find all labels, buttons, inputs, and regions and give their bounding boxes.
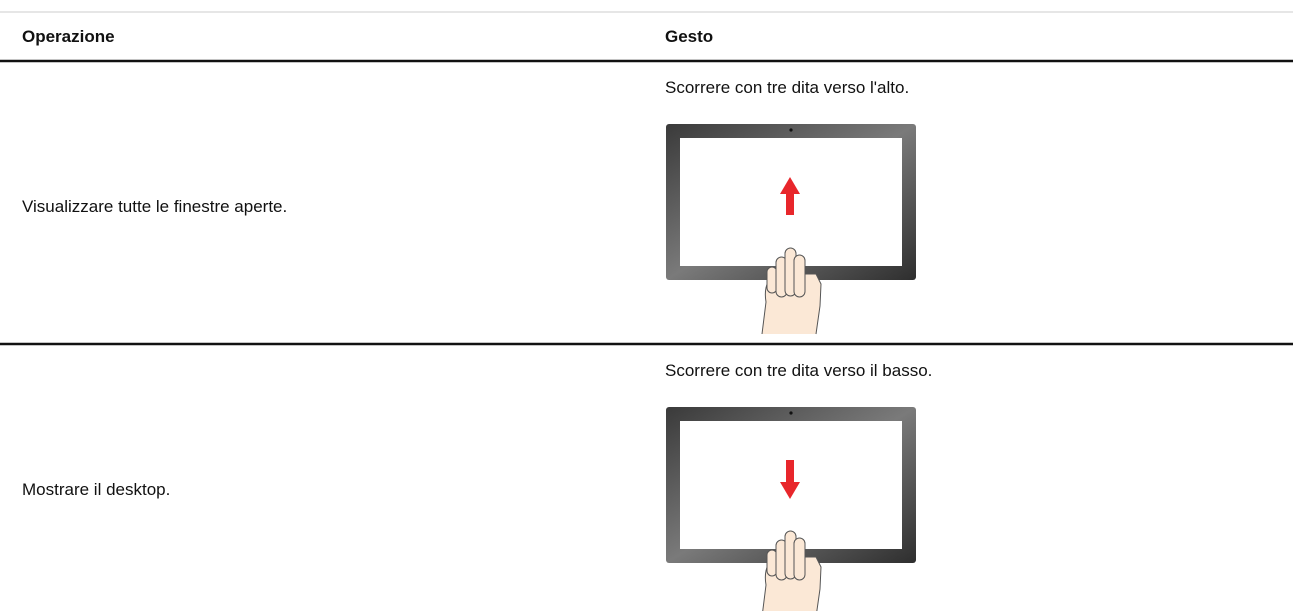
cell: Scorrere con tre dita verso il basso.: [665, 361, 933, 380]
cell: Visualizzare tutte le finestre aperte.: [22, 197, 288, 216]
arrow-down: [780, 460, 800, 499]
arrow-up: [780, 177, 800, 215]
gesture-image: [665, 123, 917, 335]
cell: Scorrere con tre dita verso l'alto.: [665, 78, 910, 97]
header-cell: Gesto: [665, 27, 714, 46]
cell: Mostrare il desktop.: [22, 480, 171, 499]
header-cell: Operazione: [22, 27, 115, 46]
gesture-image: [665, 406, 917, 611]
